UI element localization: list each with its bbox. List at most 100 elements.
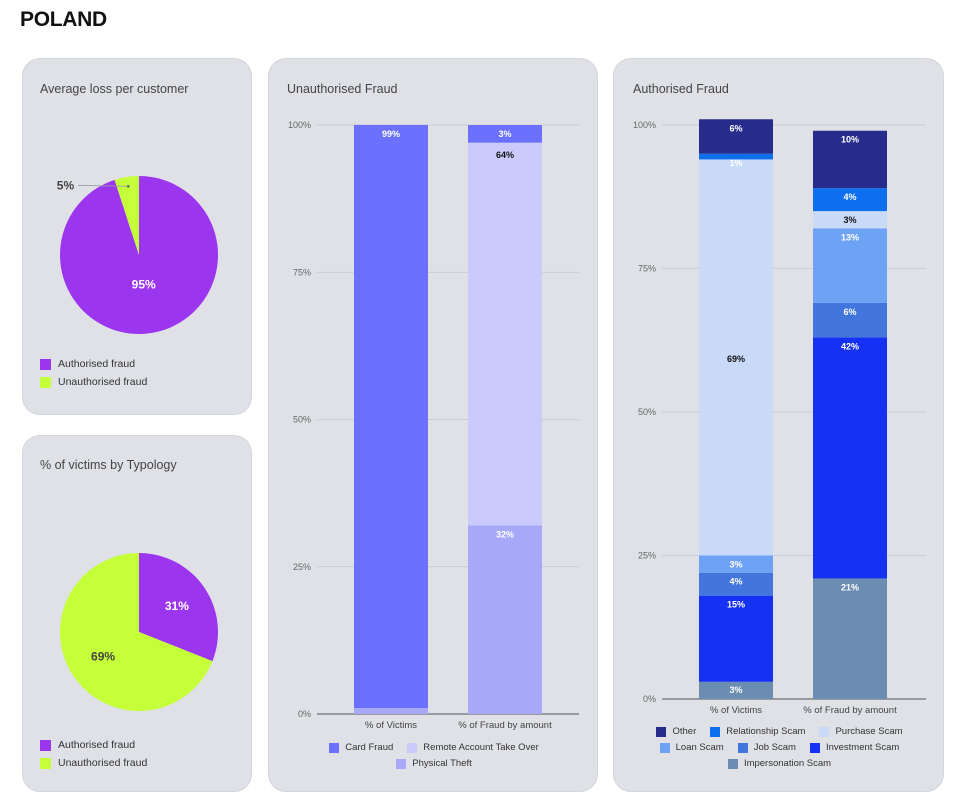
bar-segment-relationship-scam <box>813 188 887 212</box>
legend-label: Impersonation Scam <box>743 758 832 769</box>
bar-segment-loan-scam <box>813 228 887 303</box>
legend-item-impersonation-scam: Impersonation Scam <box>727 758 832 769</box>
unauthorised-fraud-bar-chart: 0%25%50%75%100%0%1%99%% of Victims32%64%… <box>288 120 579 731</box>
legend-label: Investment Scam <box>825 742 900 753</box>
leader-line <box>78 184 129 187</box>
bar-data-label: 3% <box>729 560 742 570</box>
bar-segment-physical-theft <box>468 525 542 714</box>
legend-swatch-authorised <box>40 739 51 751</box>
bar-data-label: 3% <box>729 685 742 695</box>
legend-item-physical-theft: Physical Theft <box>396 758 472 769</box>
y-tick-label: 100% <box>633 120 656 130</box>
legend-item-authorised: Authorised fraud <box>40 358 135 370</box>
bar-data-label: 13% <box>841 232 859 242</box>
legend-label: Authorised fraud <box>58 739 136 751</box>
bar-data-label: 64% <box>496 150 514 160</box>
avg-loss-pie-chart: 95% 5% <box>57 176 219 335</box>
y-tick-label: 0% <box>298 709 311 719</box>
legend-item-remote-takeover: Remote Account Take Over <box>407 742 539 753</box>
bar-segment-job-scam <box>699 572 773 596</box>
legend-label: Physical Theft <box>412 758 472 769</box>
bar-data-label: 3% <box>843 215 856 225</box>
legend-item-job-scam: Job Scam <box>737 742 796 753</box>
bar-data-label: 3% <box>498 129 511 139</box>
bar-segment-investment-scam <box>813 337 887 579</box>
legend-label: Loan Scam <box>675 742 724 753</box>
bar-segment-card-fraud <box>354 124 428 709</box>
bar-data-label: 6% <box>843 307 856 317</box>
bar-data-label: 42% <box>841 341 859 351</box>
bar-segment-investment-scam <box>699 595 773 682</box>
y-tick-label: 0% <box>643 694 656 704</box>
legend-item-investment-scam: Investment Scam <box>809 742 900 753</box>
authorised-fraud-title: Authorised Fraud <box>633 82 729 96</box>
pie-slice-authorised-fraud <box>59 176 219 335</box>
y-tick-label: 50% <box>638 407 656 417</box>
legend-item-unauthorised: Unauthorised fraud <box>40 376 147 388</box>
legend-swatch <box>407 742 418 753</box>
legend-label: Remote Account Take Over <box>423 742 539 753</box>
pie-slice-unauthorised-fraud <box>114 176 139 255</box>
legend-swatch <box>396 758 407 769</box>
legend-item-unauthorised: Unauthorised fraud <box>40 757 147 769</box>
legend-swatch <box>737 742 748 753</box>
bar-segment-impersonation-scam <box>699 681 773 699</box>
bar-data-label: 21% <box>841 582 859 592</box>
legend-label: Job Scam <box>753 742 796 753</box>
x-tick-label: % of Fraud by amount <box>458 720 552 731</box>
legend-swatch <box>659 742 670 753</box>
bar-segment-impersonation-scam <box>813 578 887 699</box>
x-tick-label: % of Victims <box>365 720 417 731</box>
authorised-fraud-bar-chart: 0% 25% 50% 75% 100% 3% 15% 4% 3% 69% 1% 6% % of Vict… <box>633 119 926 716</box>
bar-data-label: 10% <box>841 135 859 145</box>
y-tick-label: 75% <box>293 267 311 277</box>
legend-swatch-authorised <box>40 358 51 370</box>
bar-segment-loan-scam <box>699 555 773 573</box>
authorised-fraud-card: Authorised Fraud 0% 25% 50% 75% 100% 3% 15% 4% 3… <box>613 58 944 792</box>
legend-item-card-fraud: Card Fraud <box>329 742 393 753</box>
legend-label: Unauthorised fraud <box>58 757 148 769</box>
legend-item-relationship-scam: Relationship Scam <box>710 726 805 737</box>
bar-data-label: 4% <box>729 577 742 587</box>
bar-segment-other <box>699 119 773 154</box>
authorised-legend-row-2: Loan Scam Job Scam Investment Scam <box>614 742 945 753</box>
victims-typology-title: % of victims by Typology <box>40 458 177 472</box>
pie-slice-unauthorised-fraud <box>60 553 213 711</box>
pie-slice-authorised-fraud <box>139 553 219 662</box>
pie-outside-label: 5% <box>57 178 75 192</box>
unauthorised-legend-row-2: Physical Theft <box>269 758 599 769</box>
unauthorised-fraud-title: Unauthorised Fraud <box>287 82 398 96</box>
pie-slice-label: 95% <box>132 278 156 292</box>
y-tick-label: 25% <box>293 562 311 572</box>
victims-typology-card: % of victims by Typology 31% 69% Authoris… <box>22 435 252 792</box>
legend-swatch-unauthorised <box>40 376 51 388</box>
legend-item-authorised: Authorised fraud <box>40 739 135 751</box>
avg-loss-card: Average loss per customer 95% 5% Authoris… <box>22 58 252 415</box>
bar-segment-job-scam <box>813 302 887 338</box>
bar-data-label: 15% <box>727 600 745 610</box>
y-tick-label: 25% <box>638 551 656 561</box>
pie-slice-label: 69% <box>91 649 115 663</box>
bar-data-label: 32% <box>496 530 514 540</box>
bar-data-label: 99% <box>382 129 400 139</box>
pie-slice-label: 31% <box>165 599 189 613</box>
page-title: POLAND <box>20 8 107 31</box>
legend-swatch <box>656 726 667 737</box>
bar-data-label: 69% <box>727 354 745 364</box>
legend-swatch <box>809 742 820 753</box>
unauthorised-legend-row-1: Card Fraud Remote Account Take Over <box>269 742 599 753</box>
x-tick-label: % of Victims <box>710 705 762 716</box>
y-tick-label: 100% <box>288 120 311 130</box>
bar-segment-physical-theft <box>354 708 428 714</box>
legend-label: Authorised fraud <box>58 358 136 370</box>
legend-item-purchase-scam: Purchase Scam <box>819 726 903 737</box>
authorised-legend-row-3: Impersonation Scam <box>614 758 945 769</box>
legend-label: Relationship Scam <box>726 726 806 737</box>
legend-swatch <box>710 726 721 737</box>
bar-segment-purchase-scam <box>699 159 773 556</box>
legend-label: Other <box>672 726 697 737</box>
bar-data-label: 6% <box>729 123 742 133</box>
bar-segment-remote-account-take-over <box>468 142 542 526</box>
bar-segment-purchase-scam <box>813 211 887 229</box>
legend-swatch <box>727 758 738 769</box>
